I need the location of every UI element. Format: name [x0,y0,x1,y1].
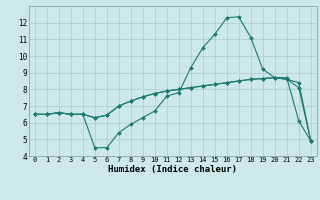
X-axis label: Humidex (Indice chaleur): Humidex (Indice chaleur) [108,165,237,174]
